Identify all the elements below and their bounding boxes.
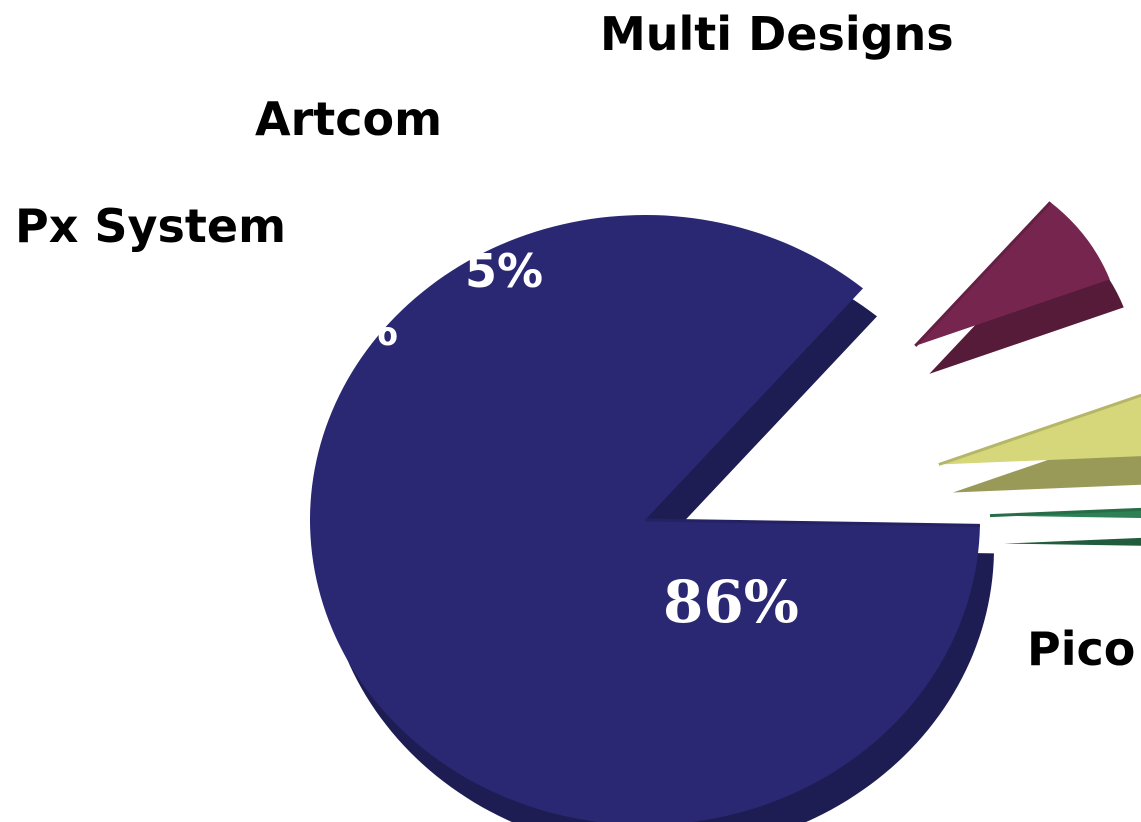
pie-slice-edge-multi-designs	[989, 507, 1141, 518]
pie-slice-edge-px-system	[914, 201, 1052, 347]
data-label-multi-designs: 1%	[580, 164, 658, 218]
pie-slice-pico	[310, 215, 980, 822]
data-label-artcom: 5%	[465, 244, 543, 298]
pie-slices	[310, 201, 1141, 822]
data-label-pico: 86%	[663, 568, 799, 636]
data-label-px-system: 8%	[320, 302, 398, 356]
pie-slice-edge-artcom	[938, 393, 1141, 466]
pie-slice-edge-pico	[644, 518, 980, 527]
category-label-px-system: Px System	[15, 199, 286, 253]
category-label-multi-designs: Multi Designs	[600, 7, 954, 61]
pie-slice-px-system	[915, 202, 1110, 346]
category-label-pico: Pico	[1027, 622, 1135, 676]
pie-slice-side-multi-designs	[1003, 537, 1141, 546]
category-label-artcom: Artcom	[255, 92, 442, 146]
